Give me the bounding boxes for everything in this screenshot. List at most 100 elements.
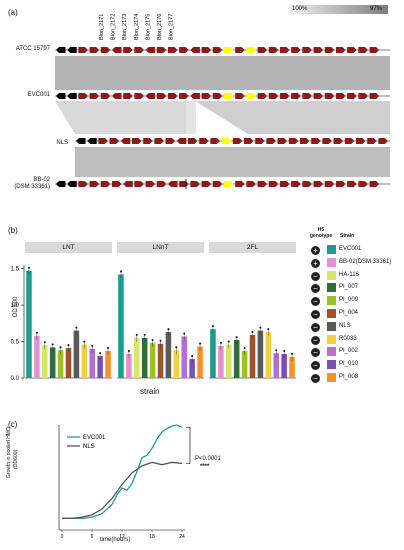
gene-arrow — [154, 138, 164, 144]
gene-arrow — [176, 138, 187, 144]
gene-arrow — [280, 181, 290, 187]
line-ylabel-unit: (OD600) — [13, 449, 19, 469]
bar-2fl-pi-009 — [241, 351, 248, 378]
panel-a-label: (a) — [8, 8, 18, 17]
legend-label: HA-116 — [339, 271, 359, 278]
gene-arrow — [112, 47, 122, 53]
bar-lnnt-pi-004 — [157, 343, 164, 378]
bar-lnt-ha-116 — [42, 345, 48, 378]
gene-tracks — [55, 47, 390, 189]
facet-lnnt: LNnT — [117, 242, 204, 253]
gene-arrow — [224, 93, 234, 99]
gene-arrow — [67, 47, 77, 53]
gene-arrow — [291, 93, 301, 99]
gene-arrow — [324, 181, 335, 187]
gene-arrow — [145, 181, 156, 187]
data-point — [135, 333, 138, 336]
legend-item: − R0033 — [311, 334, 401, 347]
data-point — [43, 341, 46, 344]
gene-arrow — [143, 138, 153, 144]
bar-2fl-evc001 — [210, 329, 216, 378]
gene-arrow — [109, 138, 120, 144]
gene-arrow — [179, 93, 189, 99]
data-point — [59, 346, 62, 349]
gene-arrow — [367, 138, 377, 144]
minus-icon: − — [311, 361, 320, 371]
legend-label: R0033 — [339, 335, 357, 342]
legend-item: + BB-02(DSM 33361) — [311, 257, 401, 270]
line-ylabel: Growth in pooled HMO — [6, 427, 12, 478]
bar-lnt-r0033 — [81, 344, 88, 378]
gene-arrow — [112, 181, 122, 187]
scale-right-label: 97% — [370, 6, 383, 12]
bar-2fl-nls — [257, 330, 264, 378]
bar-2fl-bb-02-dsm-33361- — [218, 345, 224, 378]
data-point — [127, 349, 130, 352]
x-tick-label: 18 — [149, 534, 155, 540]
gene-arrow — [277, 138, 288, 144]
bar-lnnt-evc001 — [118, 274, 124, 378]
gene-arrow — [280, 93, 290, 99]
panel-b-label: (b) — [8, 226, 18, 235]
bar-lnt-nls — [73, 330, 80, 378]
gene-arrow — [168, 93, 178, 99]
gene-arrow — [268, 47, 279, 53]
gene-arrow — [89, 181, 100, 187]
gene-arrow — [302, 181, 312, 187]
identity-band — [75, 147, 390, 177]
gene-arrow — [311, 138, 321, 144]
data-point — [199, 342, 202, 345]
gene-arrow — [87, 138, 97, 144]
gene-label-blon-2175: Blon_2175 — [145, 14, 151, 40]
legend-item: − PI_004 — [311, 309, 401, 321]
gene-arrow — [291, 181, 301, 187]
gene-arrow — [120, 138, 131, 144]
data-point — [67, 344, 70, 347]
legend-item: − PI_009 — [311, 296, 401, 308]
x-tick-label: 6 — [91, 534, 94, 540]
line-marks — [62, 424, 191, 519]
legend-label: PI_010 — [339, 361, 359, 368]
legend-swatch — [327, 360, 336, 370]
gene-label-blon-2173: Blon_2173 — [122, 14, 128, 40]
legend-item: − PI_007 — [311, 283, 401, 295]
gene-arrow — [322, 138, 332, 144]
bar-2fl-pi-007 — [233, 340, 240, 378]
data-point — [159, 339, 162, 342]
x-tick-label: 0 — [61, 534, 64, 540]
gene-arrow — [224, 47, 234, 53]
gene-arrow — [212, 93, 223, 99]
gene-arrow — [369, 47, 380, 53]
legend-item: − HA-116 — [311, 270, 401, 283]
plus-icon: + — [311, 258, 320, 268]
pvalue-label: P<0.0001 — [195, 456, 221, 462]
legend-swatch — [327, 270, 336, 280]
gene-arrow — [89, 93, 100, 99]
gene-arrow — [179, 47, 189, 53]
line-evc001 — [62, 424, 183, 519]
gene-label-blon-2174: Blon_2174 — [134, 14, 140, 40]
bar-lnnt-pi-010 — [189, 359, 195, 378]
gene-arrow — [324, 93, 335, 99]
gene-arrow — [165, 138, 176, 144]
track-label-atcc: ATCC 15797 — [15, 46, 50, 52]
gene-arrow — [232, 138, 243, 144]
gene-arrow — [188, 138, 198, 144]
x-tick-label: 12 — [119, 534, 125, 540]
gene-arrow — [132, 138, 142, 144]
gene-labels: Blon_2171 Blon_2172 Blon_2173 Blon_2174 Blon… — [99, 14, 175, 40]
legend-swatch — [327, 283, 336, 293]
minus-icon: − — [311, 335, 320, 345]
bar-ylabel: OD 600 — [13, 296, 19, 318]
bar-xlabel: strain — [140, 387, 160, 396]
data-point — [175, 346, 178, 349]
legend-item: − PI_010 — [311, 360, 401, 372]
legend-label: PI_004 — [339, 310, 359, 316]
data-point — [291, 352, 294, 355]
gene-arrow — [67, 181, 77, 187]
bar-lnt-pi-009 — [57, 350, 64, 378]
plus-icon: + — [311, 246, 320, 255]
gene-arrow — [358, 47, 368, 53]
gene-arrow — [235, 93, 245, 99]
gene-arrow — [98, 138, 108, 144]
